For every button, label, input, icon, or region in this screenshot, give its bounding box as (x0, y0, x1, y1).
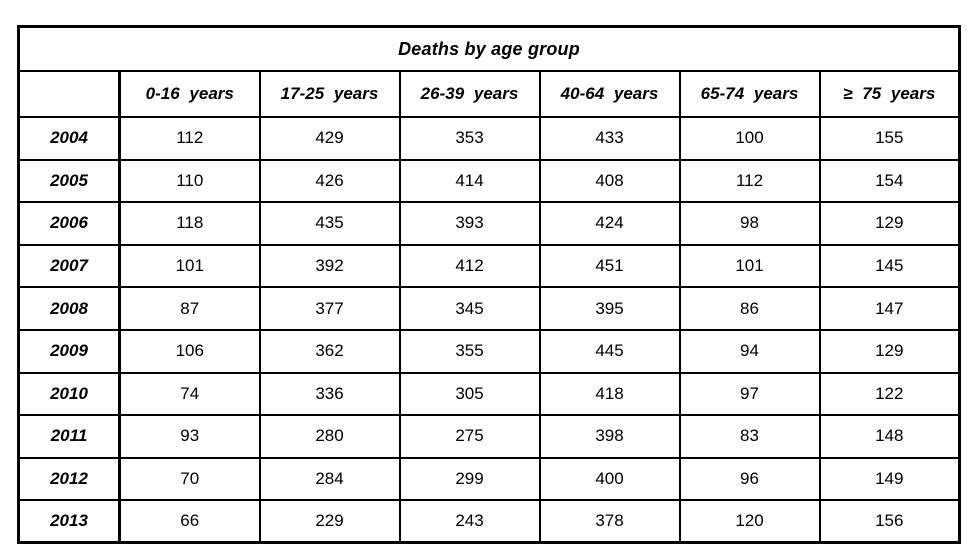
data-cell: 355 (398, 328, 541, 374)
data-cell: 433 (538, 116, 681, 161)
data-cell: 155 (818, 116, 961, 161)
data-cell: 392 (258, 243, 401, 289)
table-row: 2005 110 426 414 408 112 154 (17, 158, 961, 204)
data-cell: 445 (538, 328, 681, 374)
row-year-label: 2008 (17, 286, 121, 331)
data-cell: 94 (678, 328, 821, 374)
column-header-0: 0-16 years (118, 70, 261, 118)
table-row: 2004 112 429 353 433 100 155 (17, 116, 961, 161)
data-cell: 156 (818, 499, 961, 544)
row-year-label: 2010 (17, 371, 121, 417)
table-row: 2009 106 362 355 445 94 129 (17, 328, 961, 374)
column-header-5: ≥ 75 years (818, 70, 961, 118)
data-cell: 112 (118, 116, 261, 161)
data-cell: 98 (678, 201, 821, 246)
data-cell: 353 (398, 116, 541, 161)
data-cell: 93 (118, 414, 261, 459)
row-year-label: 2013 (17, 499, 121, 544)
data-cell: 97 (678, 371, 821, 417)
data-cell: 451 (538, 243, 681, 289)
data-cell: 129 (818, 201, 961, 246)
data-cell: 101 (678, 243, 821, 289)
table-body: 2004 112 429 353 433 100 155 2005 110 426 414 408 11… (17, 116, 961, 544)
data-cell: 275 (398, 414, 541, 459)
data-cell: 424 (538, 201, 681, 246)
table-row: 2008 87 377 345 395 86 147 (17, 286, 961, 331)
data-cell: 377 (258, 286, 401, 331)
column-header-1: 17-25 years (258, 70, 401, 118)
data-cell: 435 (258, 201, 401, 246)
data-cell: 110 (118, 158, 261, 204)
data-cell: 112 (678, 158, 821, 204)
data-cell: 408 (538, 158, 681, 204)
corner-cell (17, 70, 121, 118)
column-header-4: 65-74 years (678, 70, 821, 118)
data-cell: 400 (538, 456, 681, 502)
data-cell: 229 (258, 499, 401, 544)
table-row: 2012 70 284 299 400 96 149 (17, 456, 961, 502)
row-year-label: 2009 (17, 328, 121, 374)
data-cell: 86 (678, 286, 821, 331)
row-year-label: 2007 (17, 243, 121, 289)
data-cell: 378 (538, 499, 681, 544)
data-cell: 70 (118, 456, 261, 502)
data-cell: 299 (398, 456, 541, 502)
row-year-label: 2012 (17, 456, 121, 502)
data-cell: 336 (258, 371, 401, 417)
data-cell: 154 (818, 158, 961, 204)
data-cell: 122 (818, 371, 961, 417)
table-row: 2007 101 392 412 451 101 145 (17, 243, 961, 289)
deaths-by-age-group-table: Deaths by age group 0-16 years 17-25 year… (17, 25, 962, 545)
data-cell: 284 (258, 456, 401, 502)
data-cell: 147 (818, 286, 961, 331)
table-row: 2011 93 280 275 398 83 148 (17, 414, 961, 459)
table-title: Deaths by age group (17, 25, 961, 72)
table-title-row: Deaths by age group (17, 25, 961, 72)
data-cell: 395 (538, 286, 681, 331)
data-cell: 145 (818, 243, 961, 289)
data-cell: 120 (678, 499, 821, 544)
table-row: 2010 74 336 305 418 97 122 (17, 371, 961, 417)
column-header-3: 40-64 years (538, 70, 681, 118)
data-cell: 429 (258, 116, 401, 161)
data-cell: 118 (118, 201, 261, 246)
data-cell: 66 (118, 499, 261, 544)
data-cell: 74 (118, 371, 261, 417)
data-cell: 149 (818, 456, 961, 502)
data-cell: 83 (678, 414, 821, 459)
data-cell: 398 (538, 414, 681, 459)
row-year-label: 2005 (17, 158, 121, 204)
data-cell: 148 (818, 414, 961, 459)
data-cell: 129 (818, 328, 961, 374)
data-cell: 101 (118, 243, 261, 289)
table-header-row: 0-16 years 17-25 years 26-39 years 40-64 ye… (17, 70, 961, 118)
data-cell: 100 (678, 116, 821, 161)
data-cell: 426 (258, 158, 401, 204)
data-cell: 243 (398, 499, 541, 544)
data-cell: 87 (118, 286, 261, 331)
data-cell: 280 (258, 414, 401, 459)
data-cell: 414 (398, 158, 541, 204)
row-year-label: 2006 (17, 201, 121, 246)
data-cell: 345 (398, 286, 541, 331)
data-cell: 96 (678, 456, 821, 502)
table-row: 2006 118 435 393 424 98 129 (17, 201, 961, 246)
data-cell: 106 (118, 328, 261, 374)
data-cell: 362 (258, 328, 401, 374)
data-cell: 305 (398, 371, 541, 417)
column-header-2: 26-39 years (398, 70, 541, 118)
data-cell: 393 (398, 201, 541, 246)
data-cell: 412 (398, 243, 541, 289)
data-cell: 418 (538, 371, 681, 417)
table-row: 2013 66 229 243 378 120 156 (17, 499, 961, 544)
row-year-label: 2011 (17, 414, 121, 459)
row-year-label: 2004 (17, 116, 121, 161)
